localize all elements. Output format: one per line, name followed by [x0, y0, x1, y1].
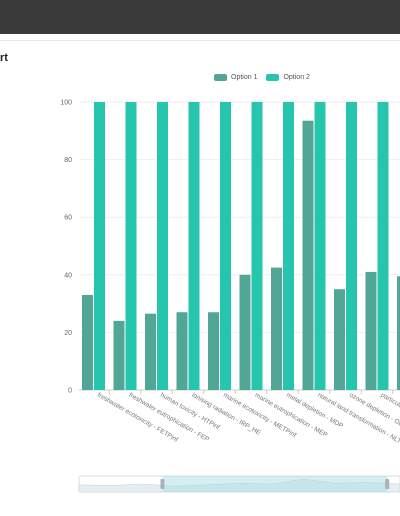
zoom-slider-end-handle[interactable] — [385, 479, 390, 489]
bar-option-2 — [314, 102, 326, 390]
legend-swatch-option-1 — [214, 73, 227, 81]
legend-option-1[interactable]: Option 1 — [214, 73, 258, 81]
bar-option-2 — [188, 102, 200, 390]
bar-option-1 — [271, 267, 282, 390]
bar-option-1 — [113, 320, 125, 390]
bar-option-2 — [377, 102, 389, 390]
y-tick-label: 20 — [64, 330, 72, 337]
bar-option-2 — [220, 102, 231, 390]
y-tick-label: 40 — [64, 272, 72, 279]
bar-option-2 — [94, 102, 105, 390]
y-tick-label: 0 — [68, 388, 72, 395]
bar-option-2 — [283, 102, 294, 390]
bar-option-2 — [346, 102, 357, 390]
bar-option-1 — [145, 313, 156, 390]
bar-option-1 — [334, 289, 345, 390]
chart-legend: Option 1 Option 2 — [214, 71, 319, 83]
zoom-slider-preview — [78, 478, 400, 493]
bar-option-1 — [365, 271, 377, 390]
bar-option-2 — [251, 102, 263, 390]
legend-option-2[interactable]: Option 2 — [266, 73, 310, 81]
y-tick-label: 80 — [64, 157, 72, 164]
bar-option-1 — [208, 312, 219, 390]
bar-option-1 — [397, 276, 400, 390]
bar-option-2 — [157, 102, 168, 390]
bar-option-1 — [302, 120, 314, 390]
y-tick-label: 100 — [60, 100, 72, 107]
legend-label-option-2: Option 2 — [283, 73, 310, 81]
bar-option-2 — [125, 102, 137, 390]
header-divider — [0, 40, 400, 41]
bar-option-1 — [239, 274, 251, 390]
legend-label-option-1: Option 1 — [231, 73, 258, 81]
zoom-slider-window — [162, 476, 388, 492]
panel-title: rt — [0, 52, 8, 64]
zoom-slider-start-handle[interactable] — [160, 479, 165, 489]
legend-swatch-option-2 — [266, 73, 280, 81]
top-bar — [0, 0, 400, 34]
y-tick-label: 60 — [64, 215, 72, 222]
bar-option-1 — [82, 294, 93, 390]
bar-option-1 — [176, 312, 188, 390]
